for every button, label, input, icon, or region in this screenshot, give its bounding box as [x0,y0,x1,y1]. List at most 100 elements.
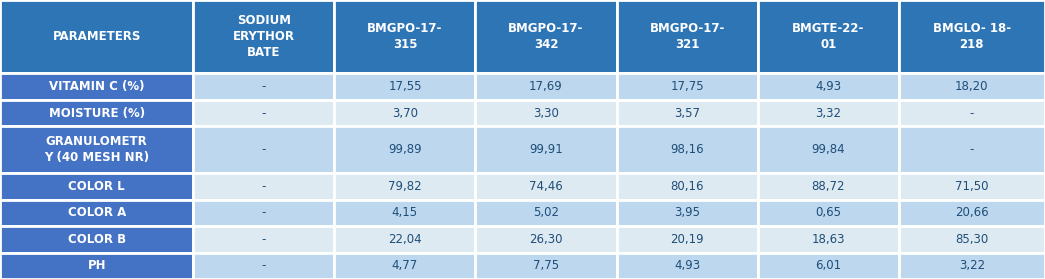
Bar [617,100,758,126]
Text: -: - [261,80,266,93]
Bar [193,100,334,126]
Text: 3,57: 3,57 [674,107,700,120]
Bar [334,100,475,126]
Text: -: - [261,233,266,246]
Bar [617,126,758,173]
Text: PH: PH [88,259,106,272]
Bar [758,226,899,252]
Bar [334,73,475,100]
Bar [193,252,334,279]
Bar [475,73,617,100]
Bar [0,173,193,200]
Text: VITAMIN C (%): VITAMIN C (%) [49,80,144,93]
Bar [334,226,475,252]
Bar [0,100,193,126]
Text: 3,22: 3,22 [959,259,985,272]
Text: 7,75: 7,75 [533,259,559,272]
Bar [334,126,475,173]
Bar [193,0,334,73]
Bar [617,0,758,73]
Bar [334,0,475,73]
Text: 4,93: 4,93 [815,80,841,93]
Text: 3,30: 3,30 [533,107,559,120]
Bar [193,200,334,226]
Text: 26,30: 26,30 [529,233,563,246]
Bar [0,200,193,226]
Bar [617,252,758,279]
Bar [617,73,758,100]
Text: 74,46: 74,46 [529,180,563,193]
Bar [758,252,899,279]
Text: 18,20: 18,20 [955,80,989,93]
Bar [334,200,475,226]
Bar [899,173,1045,200]
Text: MOISTURE (%): MOISTURE (%) [49,107,144,120]
Text: PARAMETERS: PARAMETERS [52,30,141,43]
Text: -: - [261,259,266,272]
Text: COLOR B: COLOR B [68,233,125,246]
Bar [899,73,1045,100]
Bar [899,126,1045,173]
Text: 4,93: 4,93 [674,259,700,272]
Bar [193,226,334,252]
Bar [758,100,899,126]
Text: 99,84: 99,84 [811,143,845,156]
Bar [899,100,1045,126]
Bar [334,173,475,200]
Text: -: - [261,180,266,193]
Bar [899,0,1045,73]
Bar [617,200,758,226]
Text: SODIUM
ERYTHOR
BATE: SODIUM ERYTHOR BATE [233,14,295,59]
Text: -: - [261,206,266,220]
Text: 0,65: 0,65 [815,206,841,220]
Bar [475,200,617,226]
Text: 17,55: 17,55 [388,80,422,93]
Bar [0,252,193,279]
Text: 20,19: 20,19 [670,233,704,246]
Text: 22,04: 22,04 [388,233,422,246]
Bar [0,226,193,252]
Bar [475,0,617,73]
Text: BMGPO-17-
342: BMGPO-17- 342 [508,22,584,51]
Text: 3,32: 3,32 [815,107,841,120]
Text: -: - [970,107,974,120]
Bar [475,173,617,200]
Text: BMGPO-17-
315: BMGPO-17- 315 [367,22,443,51]
Text: 5,02: 5,02 [533,206,559,220]
Text: BMGPO-17-
321: BMGPO-17- 321 [649,22,725,51]
Bar [0,73,193,100]
Text: 17,69: 17,69 [529,80,563,93]
Bar [899,200,1045,226]
Text: -: - [261,143,266,156]
Bar [475,226,617,252]
Text: 99,91: 99,91 [529,143,563,156]
Bar [758,126,899,173]
Text: 4,15: 4,15 [392,206,418,220]
Bar [758,173,899,200]
Text: 99,89: 99,89 [388,143,422,156]
Text: GRANULOMETR
Y (40 MESH NR): GRANULOMETR Y (40 MESH NR) [44,135,149,164]
Text: BMGTE-22-
01: BMGTE-22- 01 [792,22,864,51]
Bar [0,126,193,173]
Text: 80,16: 80,16 [670,180,704,193]
Text: 3,95: 3,95 [674,206,700,220]
Text: 3,70: 3,70 [392,107,418,120]
Text: COLOR L: COLOR L [68,180,125,193]
Text: 79,82: 79,82 [388,180,422,193]
Bar [193,173,334,200]
Bar [475,252,617,279]
Text: 18,63: 18,63 [811,233,845,246]
Bar [899,226,1045,252]
Text: BMGLO- 18-
218: BMGLO- 18- 218 [933,22,1011,51]
Bar [617,173,758,200]
Bar [0,0,193,73]
Bar [475,100,617,126]
Text: 4,77: 4,77 [392,259,418,272]
Text: 20,66: 20,66 [955,206,989,220]
Text: 85,30: 85,30 [955,233,989,246]
Text: 88,72: 88,72 [811,180,845,193]
Bar [758,200,899,226]
Bar [617,226,758,252]
Bar [758,0,899,73]
Text: 17,75: 17,75 [670,80,704,93]
